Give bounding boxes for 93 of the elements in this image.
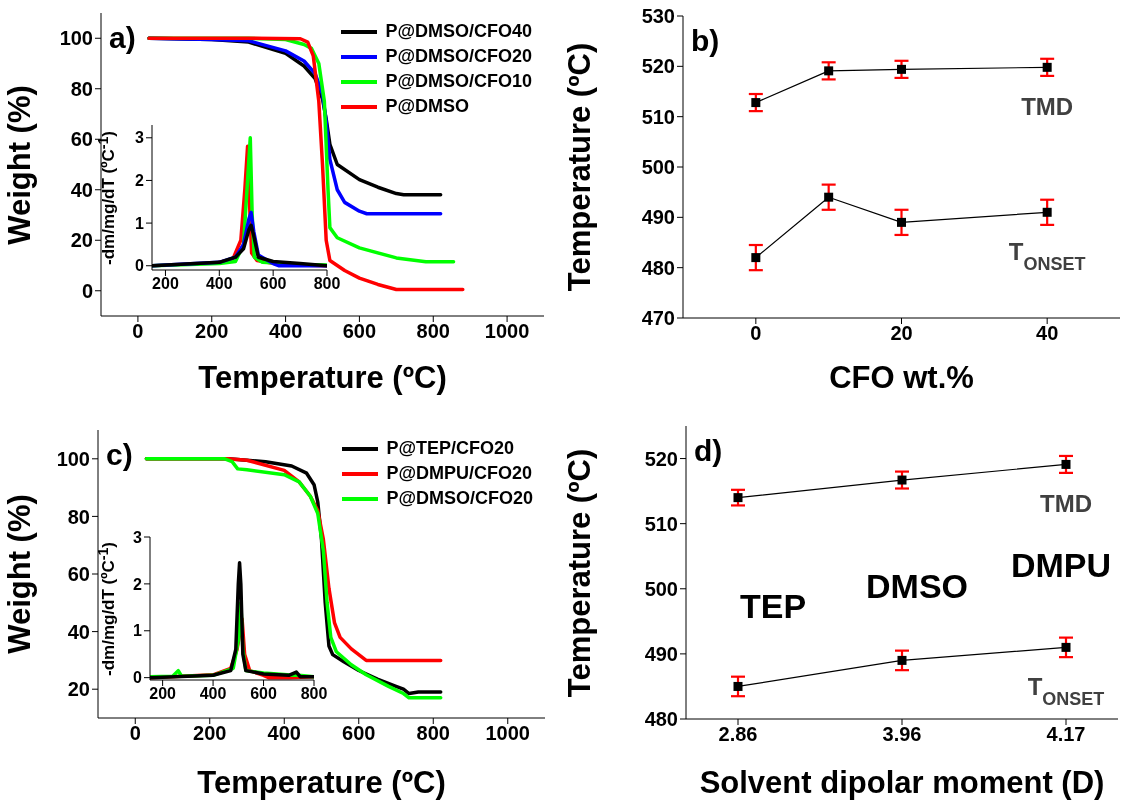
x-tick-label: 600: [250, 685, 277, 703]
annotation: DMPU: [1010, 546, 1112, 586]
legend-label: P@DMSO/CFO20: [386, 488, 533, 509]
point: [897, 655, 907, 665]
point: [751, 253, 761, 263]
x-tick-label: 1000: [484, 320, 530, 343]
x-axis-title: CFO wt.%: [828, 360, 975, 396]
x-tick-label: 800: [416, 722, 450, 745]
y-axis-title: Weight (%): [2, 84, 38, 245]
legend-label: P@TEP/CFO20: [386, 438, 515, 459]
y-tick-label: 490: [644, 642, 678, 665]
y-axis-title: Temperature (ºC): [562, 448, 598, 697]
y-tick-label: 40: [70, 178, 93, 201]
x-tick-label: 0: [750, 322, 762, 345]
x-tick-label: 4.17: [1046, 723, 1086, 746]
point: [824, 192, 834, 202]
x-tick-label: 400: [205, 275, 233, 293]
y-tick-label: 1: [135, 214, 145, 232]
y-tick-label: 20: [70, 229, 93, 252]
y-tick-label: 470: [641, 307, 675, 330]
x-tick-label: 400: [267, 722, 301, 745]
legend-label: P@DMSO/CFO40: [385, 21, 532, 42]
y-tick-label: 510: [641, 105, 675, 128]
y-tick-label: 60: [67, 563, 90, 586]
point: [897, 64, 906, 74]
x-tick-label: 2.86: [718, 723, 758, 746]
y-tick-label: 2: [133, 575, 143, 593]
y-tick-label: 3: [133, 528, 143, 546]
x-tick-label: 200: [193, 722, 227, 745]
y-tick-label: 60: [70, 128, 93, 151]
y-tick-label: 100: [59, 27, 93, 50]
x-tick-label: 600: [342, 722, 376, 745]
series-label: T$_{ONSET}$: [1027, 673, 1105, 710]
point: [1042, 207, 1052, 217]
point: [751, 98, 761, 108]
point: [897, 217, 906, 227]
y-tick-label: 2: [135, 172, 145, 190]
x-tick-label: 200: [149, 685, 177, 703]
y-tick-label: 80: [70, 77, 93, 100]
x-tick-label: 200: [195, 320, 229, 343]
x-tick-label: 800: [300, 685, 328, 703]
series-label: TMD: [1021, 93, 1074, 121]
y-tick-label: 530: [641, 5, 675, 28]
y-axis-title: Temperature (ºC): [562, 42, 598, 292]
annotation: c): [106, 438, 133, 472]
y-tick-label: 480: [641, 256, 675, 279]
point: [733, 493, 743, 503]
y-tick-label: 510: [644, 512, 678, 535]
point: [1042, 62, 1052, 72]
x-tick-label: 200: [152, 275, 179, 293]
x-tick-label: 1000: [485, 722, 530, 745]
x-tick-label: 400: [268, 320, 303, 343]
annotation: DMSO: [866, 566, 968, 606]
legend-label: P@DMPU/CFO20: [386, 463, 532, 484]
x-tick-label: 800: [313, 275, 341, 293]
legend-label: P@DMSO: [385, 96, 469, 117]
series-label: T$_{ONSET}$: [1008, 238, 1086, 275]
y-tick-label: 520: [644, 447, 678, 470]
annotation: d): [694, 434, 723, 468]
y-tick-label: 100: [56, 447, 90, 470]
legend-label: P@DMSO/CFO20: [385, 46, 532, 67]
annotation: TEP: [739, 587, 807, 627]
y-tick-label: 1: [133, 622, 143, 640]
y-tick-label: 40: [67, 620, 90, 643]
point: [897, 475, 907, 485]
point: [1061, 642, 1071, 652]
x-tick-label: 40: [1036, 322, 1059, 345]
x-axis-title: Temperature (ºC): [196, 765, 447, 801]
y-tick-label: 80: [67, 505, 90, 528]
x-axis-title: Solvent dipolar moment (D): [698, 765, 1106, 801]
annotation: a): [109, 21, 136, 55]
x-tick-label: 600: [342, 320, 377, 343]
series-label: TMD: [1040, 490, 1092, 518]
y-axis-title: Weight (%): [2, 494, 38, 654]
x-tick-label: 400: [199, 685, 227, 703]
x-tick-label: 600: [259, 275, 287, 293]
point: [733, 681, 743, 691]
y-tick-label: 500: [644, 577, 678, 600]
y-tick-label: 520: [641, 55, 675, 78]
point: [1061, 459, 1071, 469]
y-tick-label: 0: [133, 669, 143, 687]
x-tick-label: 800: [416, 320, 450, 343]
x-axis-title: Temperature (ºC): [197, 360, 448, 396]
y-tick-label: 3: [135, 129, 145, 147]
legend-label: P@DMSO/CFO10: [385, 71, 532, 92]
y-tick-label: 500: [641, 156, 675, 179]
x-tick-label: 3.96: [882, 723, 922, 746]
point: [824, 66, 834, 76]
y-tick-label: 480: [644, 708, 678, 731]
y-tick-label: 0: [135, 257, 145, 275]
annotation: b): [691, 24, 720, 58]
y-tick-label: 490: [641, 206, 675, 229]
x-tick-label: 20: [890, 322, 913, 345]
